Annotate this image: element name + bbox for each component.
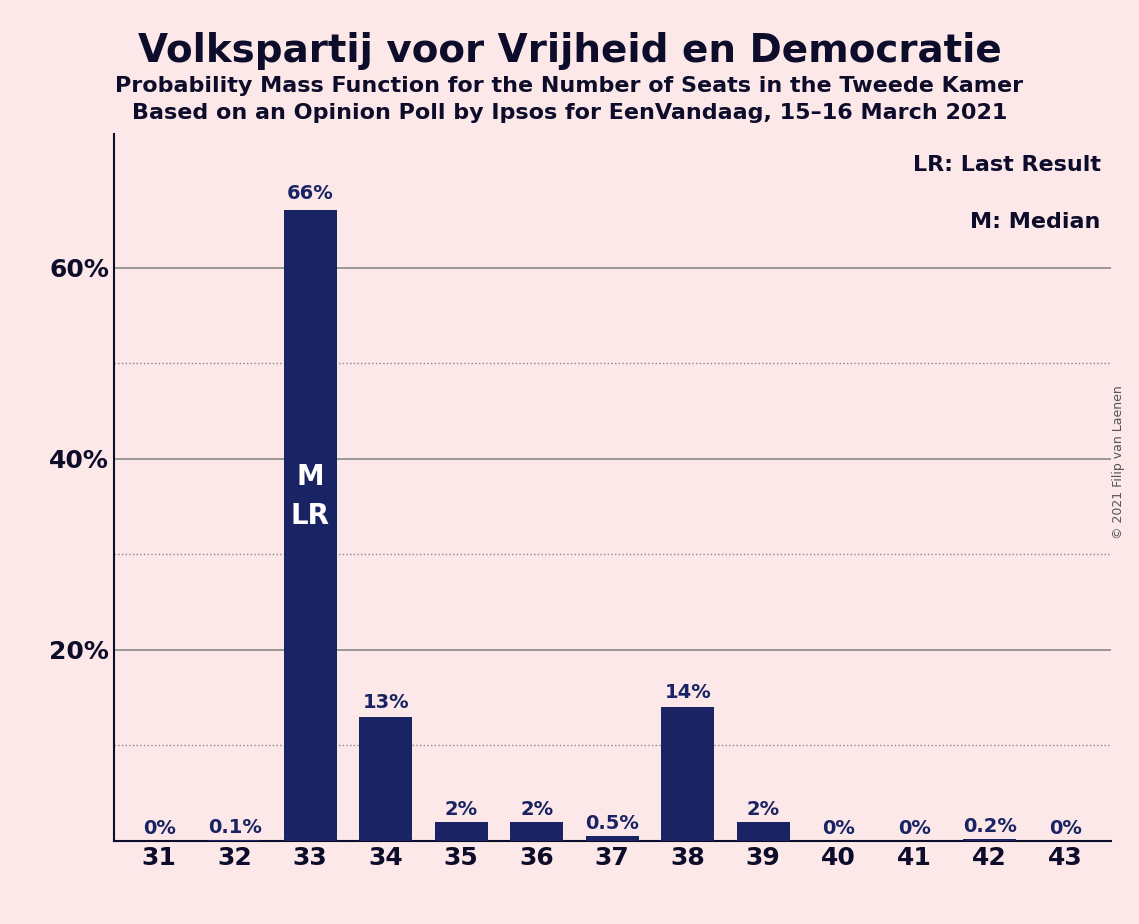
Text: © 2021 Filip van Laenen: © 2021 Filip van Laenen	[1112, 385, 1125, 539]
Bar	[964, 839, 1016, 841]
Text: 0%: 0%	[142, 819, 175, 838]
Bar	[284, 211, 337, 841]
Text: Volkspartij voor Vrijheid en Democratie: Volkspartij voor Vrijheid en Democratie	[138, 32, 1001, 70]
Text: M: Median: M: Median	[970, 212, 1100, 232]
Text: Based on an Opinion Poll by Ipsos for EenVandaag, 15–16 March 2021: Based on an Opinion Poll by Ipsos for Ee…	[132, 103, 1007, 124]
Bar	[510, 821, 563, 841]
Bar	[585, 836, 639, 841]
Text: 13%: 13%	[362, 693, 409, 711]
Text: LR: Last Result: LR: Last Result	[912, 155, 1100, 176]
Bar	[435, 821, 487, 841]
Text: Probability Mass Function for the Number of Seats in the Tweede Kamer: Probability Mass Function for the Number…	[115, 76, 1024, 96]
Text: 0%: 0%	[822, 819, 855, 838]
Text: 66%: 66%	[287, 184, 334, 202]
Text: 14%: 14%	[664, 684, 711, 702]
Bar	[359, 717, 412, 841]
Text: 0.2%: 0.2%	[962, 817, 1017, 836]
Text: 0%: 0%	[898, 819, 931, 838]
Text: 0%: 0%	[1049, 819, 1082, 838]
Text: 0.1%: 0.1%	[207, 818, 262, 837]
Bar	[208, 840, 261, 841]
Text: 2%: 2%	[521, 800, 554, 819]
Text: 2%: 2%	[444, 800, 477, 819]
Bar	[737, 821, 789, 841]
Text: 0.5%: 0.5%	[585, 814, 639, 833]
Bar	[662, 707, 714, 841]
Text: 2%: 2%	[747, 800, 780, 819]
Text: M
LR: M LR	[290, 464, 329, 530]
